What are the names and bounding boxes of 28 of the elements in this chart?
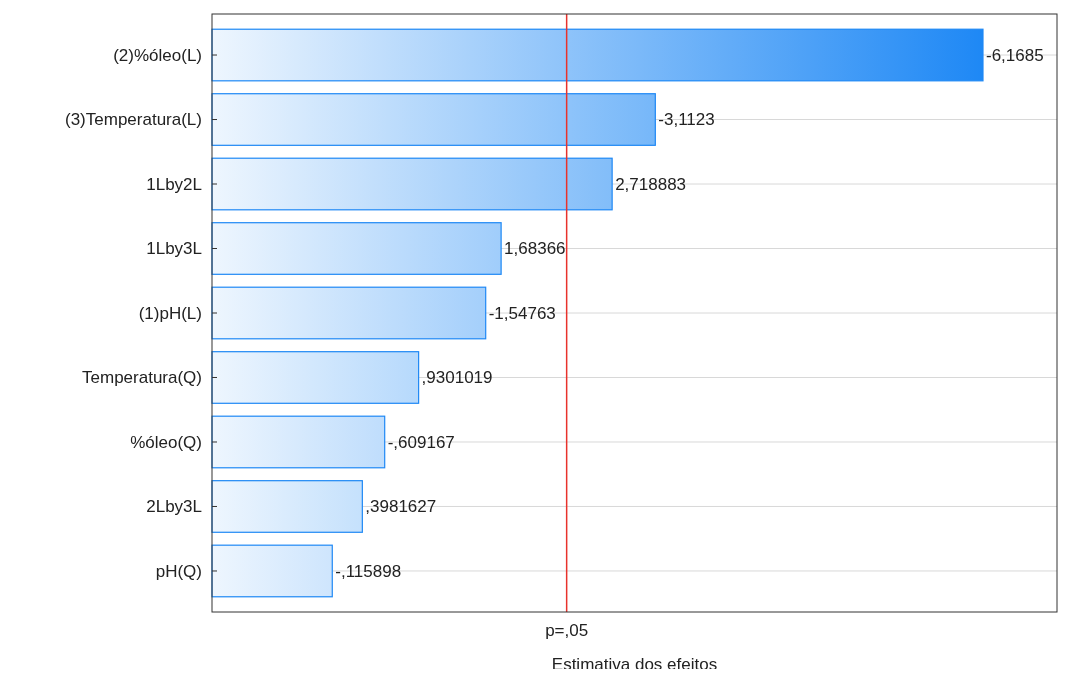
bar bbox=[211, 93, 656, 146]
y-tick-label: Temperatura(Q) bbox=[82, 368, 202, 388]
y-tick-label: (3)Temperatura(L) bbox=[65, 110, 202, 130]
bar bbox=[211, 157, 613, 211]
y-tick-label: 1Lby2L bbox=[146, 174, 202, 194]
annotation: -1,54763 bbox=[488, 303, 556, 323]
annotation: 1,68366 bbox=[504, 239, 566, 259]
y-tick-label: 2Lby3L bbox=[146, 497, 202, 517]
annotation: 2,718883 bbox=[615, 174, 687, 194]
annotation: ,3981627 bbox=[365, 497, 437, 517]
bar bbox=[211, 415, 386, 469]
annotation: -,609167 bbox=[387, 432, 455, 452]
bar bbox=[211, 28, 984, 82]
y-tick-label: pH(Q) bbox=[155, 561, 202, 581]
annotation: -,115898 bbox=[335, 561, 402, 581]
y-tick-label: %óleo(Q) bbox=[130, 432, 202, 452]
y-tick-label: (2)%óleo(L) bbox=[113, 45, 202, 65]
annotation: -6,1685 bbox=[985, 45, 1044, 65]
annotation: -3,1123 bbox=[658, 110, 715, 130]
bar bbox=[211, 480, 363, 533]
bar bbox=[211, 544, 333, 598]
bar bbox=[211, 222, 502, 275]
y-tick-label: (1)pH(L) bbox=[138, 303, 202, 323]
bar bbox=[211, 286, 487, 340]
bar bbox=[211, 351, 420, 404]
ref-line-label: p=,05 bbox=[545, 621, 589, 640]
annotation: ,9301019 bbox=[421, 368, 493, 388]
y-tick-label: 1Lby3L bbox=[146, 239, 202, 259]
